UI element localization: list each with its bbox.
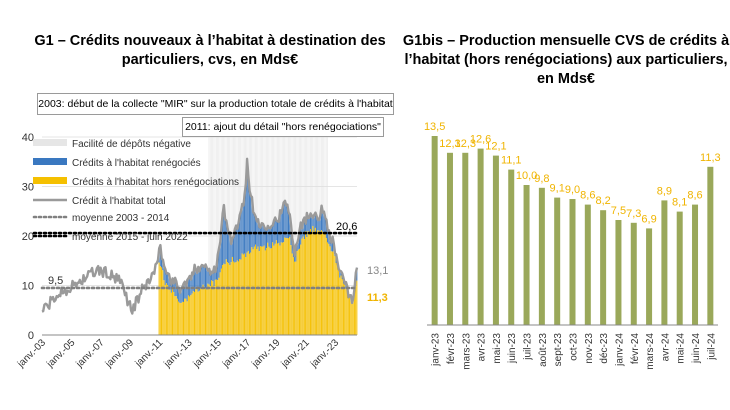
x-tick-label: oct-23 (569, 333, 580, 361)
bar-value-label: 7,5 (611, 205, 626, 217)
bar (493, 156, 499, 325)
bar-value-label: 8,6 (580, 190, 595, 202)
bar (478, 149, 484, 325)
bar (692, 205, 698, 325)
bar (570, 199, 576, 325)
bar-value-label: 8,2 (595, 195, 610, 207)
bar-value-label: 7,3 (626, 208, 641, 220)
bar-value-label: 8,1 (672, 197, 687, 209)
x-tick-label: mai-24 (676, 333, 687, 364)
bar (707, 167, 713, 325)
x-tick-label: févr-23 (446, 333, 457, 365)
x-tick-label: avr-23 (477, 333, 488, 362)
x-tick-label: févr-24 (630, 333, 641, 365)
x-tick-label: janv-24 (614, 333, 625, 367)
bar (462, 153, 468, 325)
bar (432, 136, 438, 325)
x-tick-label: avr-24 (660, 333, 671, 362)
bar-value-label: 8,9 (657, 185, 672, 197)
bar (677, 212, 683, 325)
bar-value-label: 9,1 (550, 183, 565, 195)
bar (661, 200, 667, 325)
bar (447, 153, 453, 325)
note-2003: 2003: début de la collecte "MIR" sur la … (37, 93, 394, 115)
bar (554, 198, 560, 325)
x-tick-label: août-23 (538, 333, 549, 367)
bar-value-label: 9,8 (534, 173, 549, 185)
x-tick-label: nov-23 (584, 333, 595, 364)
bar-value-label: 6,9 (641, 213, 656, 225)
bar-value-label: 11,1 (501, 155, 522, 167)
x-tick-label: juil-23 (523, 333, 534, 361)
x-tick-label: juil-24 (706, 333, 717, 361)
bar (615, 220, 621, 325)
bar-value-label: 11,3 (700, 152, 721, 164)
x-tick-label: janv-23 (431, 333, 442, 367)
bar-value-label: 8,6 (687, 190, 702, 202)
bar (631, 223, 637, 325)
bar (646, 228, 652, 325)
x-tick-label: déc-23 (599, 333, 610, 364)
bar-value-label: 12,1 (485, 141, 506, 153)
bar (600, 210, 606, 325)
bar (585, 205, 591, 325)
x-tick-label: mars-24 (645, 333, 656, 370)
bar (508, 170, 514, 325)
bar (539, 188, 545, 325)
x-tick-label: mai-23 (492, 333, 503, 364)
x-tick-label: sept-23 (553, 333, 564, 367)
bar (524, 185, 530, 325)
note-2011: 2011: ajout du détail "hors renégociatio… (182, 117, 384, 137)
x-tick-label: juin-23 (507, 333, 518, 364)
bar-value-label: 13,5 (424, 121, 445, 133)
x-tick-label: mars-23 (461, 333, 472, 370)
bar-value-label: 9,0 (565, 184, 580, 196)
x-tick-label: juin-24 (691, 333, 702, 364)
